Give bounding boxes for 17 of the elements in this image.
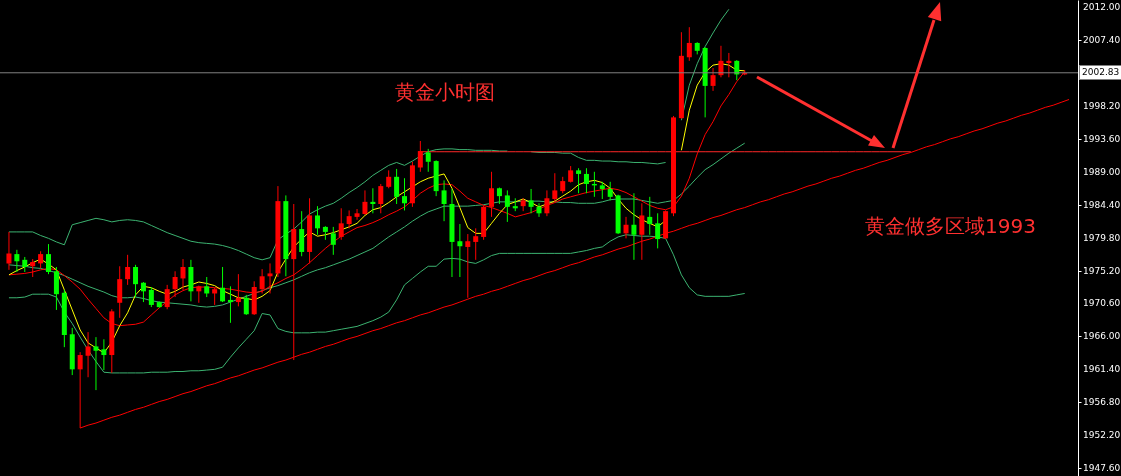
y-tick-label: 2012.00 (1083, 2, 1121, 13)
y-tick-label: 1961.40 (1083, 364, 1121, 375)
y-tick-label: 1952.20 (1083, 430, 1121, 441)
y-tick-label: 2007.40 (1083, 35, 1121, 46)
ref-line-label: 2002.83 (1080, 66, 1121, 80)
y-tick-label: 1956.80 (1083, 397, 1121, 408)
y-tick-label: 1966.00 (1083, 331, 1121, 342)
y-tick-label: 1979.80 (1083, 232, 1121, 243)
y-tick-label: 1970.60 (1083, 298, 1121, 309)
y-tick-label: 1984.40 (1083, 199, 1121, 210)
annotation: 黄金小时图 (395, 80, 495, 104)
y-tick-label: 1975.20 (1083, 265, 1121, 276)
y-tick-label: 1947.60 (1083, 463, 1121, 474)
y-tick-label: 1998.20 (1083, 100, 1121, 111)
annotation: 黄金做多区域1993 (865, 214, 1036, 238)
y-tick-label: 1993.60 (1083, 133, 1121, 144)
y-tick-label: 1989.00 (1083, 166, 1121, 177)
